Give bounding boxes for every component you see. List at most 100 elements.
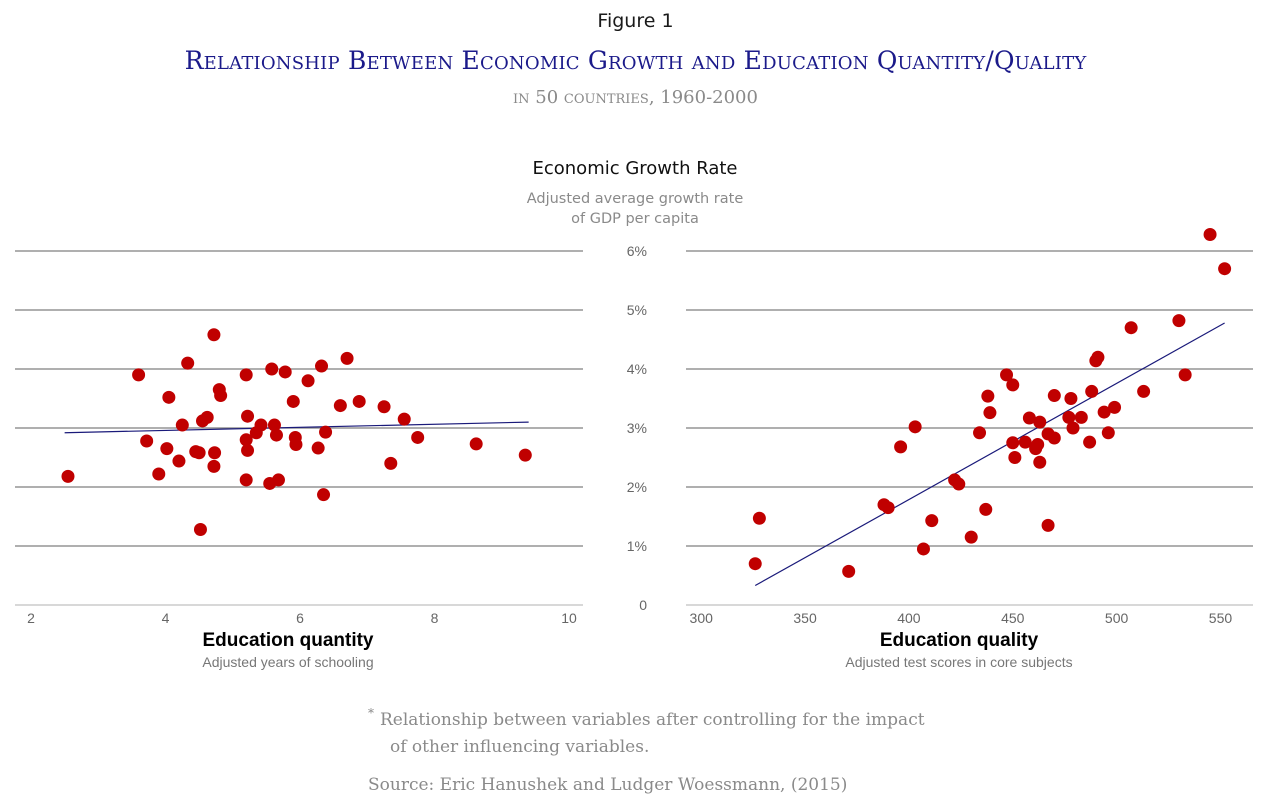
right-data-point [1022, 411, 1036, 425]
right-data-point [964, 530, 978, 544]
left-data-point [175, 418, 189, 432]
y-tick-label: 4% [627, 361, 647, 377]
left-data-point [267, 418, 281, 432]
left-data-point [411, 430, 425, 444]
y-axis-subtitle: Adjusted average growth rate of GDP per … [460, 189, 810, 229]
right-data-point [1203, 227, 1217, 241]
left-data-point [311, 441, 325, 455]
left-data-point [162, 390, 176, 404]
left-trend-line [64, 421, 529, 434]
right-data-point [842, 564, 856, 578]
left-data-point [132, 368, 146, 382]
y-tick-label: 5% [627, 302, 647, 318]
right-data-point [1091, 350, 1105, 364]
left-x-tick-label: 10 [561, 610, 577, 626]
left-x-axis-subtitle: Adjusted years of schooling [202, 654, 374, 670]
chart-title: Relationship Between Economic Growth and… [184, 46, 1087, 75]
left-data-point [265, 362, 279, 376]
left-data-point [384, 456, 398, 470]
y-axis-title: Economic Growth Rate [532, 158, 738, 179]
left-data-point [61, 469, 75, 483]
left-data-point [207, 459, 221, 473]
right-data-point [1108, 400, 1122, 414]
right-data-point [748, 557, 762, 571]
left-data-point [160, 442, 174, 456]
left-data-point [241, 409, 255, 423]
left-data-point [319, 425, 333, 439]
left-data-point [377, 400, 391, 414]
right-data-point [908, 420, 922, 434]
left-data-point [239, 368, 253, 382]
right-x-tick-label: 550 [1209, 610, 1233, 626]
right-data-point [881, 501, 895, 515]
left-data-point [271, 473, 285, 487]
right-data-point [1124, 321, 1138, 335]
y-tick-label: 6% [627, 243, 647, 259]
left-data-point [241, 443, 255, 457]
left-data-point [278, 365, 292, 379]
left-data-point [239, 433, 253, 447]
left-data-point [286, 394, 300, 408]
right-x-axis-title: Education quality [879, 630, 1039, 651]
right-x-tick-label: 300 [690, 610, 714, 626]
y-tick-label: 1% [627, 538, 647, 554]
right-data-point [1033, 455, 1047, 469]
y-tick-label: 0 [639, 597, 647, 613]
left-data-point [200, 410, 214, 424]
right-data-point [1006, 436, 1020, 450]
right-data-point [1041, 518, 1055, 532]
left-data-point [340, 351, 354, 365]
left-data-point [239, 473, 253, 487]
right-x-tick-label: 400 [897, 610, 921, 626]
left-data-point [333, 399, 347, 413]
y-axis-subtitle-line1: Adjusted average growth rate [526, 191, 744, 207]
right-data-point [1031, 438, 1045, 452]
left-data-point [208, 446, 222, 460]
source-note: Source: Eric Hanushek and Ludger Woessma… [368, 775, 848, 795]
right-data-point [1064, 392, 1078, 405]
right-data-point [981, 389, 995, 403]
right-data-point [1137, 384, 1151, 398]
left-data-point [352, 394, 366, 408]
footnote-marker: * [368, 706, 374, 720]
footnote-line1: Relationship between variables after con… [380, 710, 925, 730]
y-tick-label: 2% [627, 479, 647, 495]
right-data-point [1085, 384, 1099, 398]
right-data-point [983, 406, 997, 420]
right-data-point [1083, 435, 1097, 449]
right-data-point [1178, 368, 1192, 382]
right-data-point [1062, 410, 1076, 424]
right-data-point [925, 514, 939, 528]
left-data-point [469, 437, 483, 451]
right-data-point [752, 511, 766, 525]
footnote-line2: of other influencing variables. [390, 737, 650, 757]
left-data-point [140, 434, 154, 448]
right-data-point [1047, 389, 1061, 403]
figure-label: Figure 1 [597, 10, 674, 32]
right-data-point [1097, 405, 1111, 419]
right-data-point [1172, 314, 1186, 328]
left-data-point [397, 412, 411, 426]
right-data-point [1033, 415, 1047, 429]
right-x-tick-label: 350 [793, 610, 817, 626]
left-x-tick-label: 8 [431, 610, 439, 626]
left-data-point [181, 356, 195, 370]
right-x-axis-subtitle: Adjusted test scores in core subjects [845, 654, 1073, 670]
right-data-point [1047, 431, 1061, 445]
right-data-point [894, 440, 908, 454]
right-data-point [1218, 262, 1232, 276]
left-data-point [518, 448, 532, 462]
right-data-point [1008, 451, 1022, 464]
y-tick-label: 3% [627, 420, 647, 436]
chart-subtitle: in 50 countries, 1960-2000 [513, 87, 758, 108]
right-data-point [1066, 421, 1080, 435]
left-data-point [254, 418, 268, 432]
left-data-point [317, 488, 331, 502]
right-data-point [916, 542, 930, 556]
right-trend-line [754, 322, 1225, 587]
left-data-point [214, 389, 228, 403]
left-data-point [289, 438, 303, 452]
right-x-tick-label: 450 [1001, 610, 1025, 626]
right-data-point [1006, 378, 1020, 392]
